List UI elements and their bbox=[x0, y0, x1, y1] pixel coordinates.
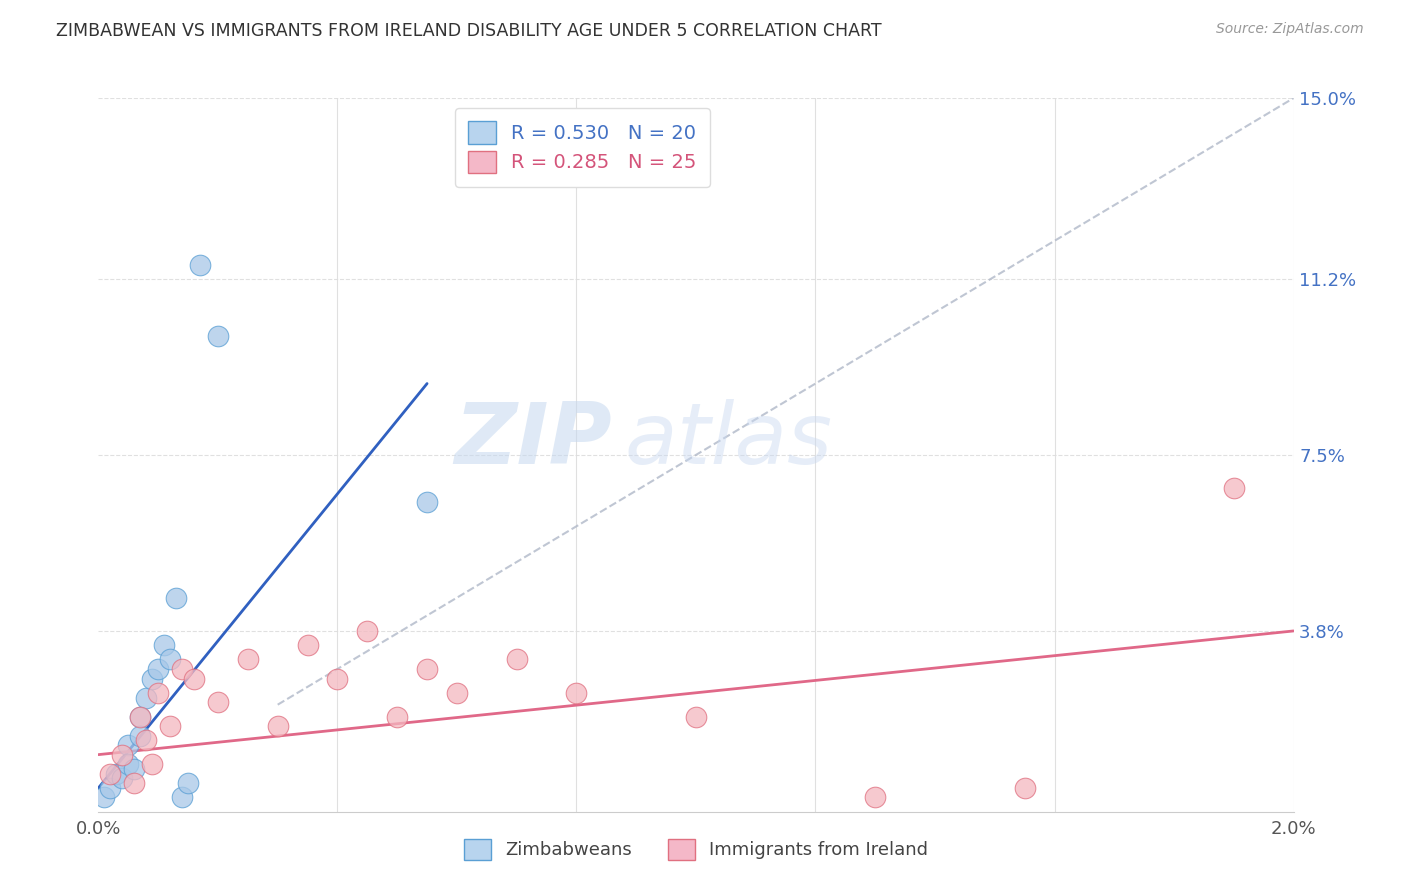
Point bbox=[159, 652, 181, 666]
Point bbox=[1222, 481, 1246, 495]
Text: ZIMBABWEAN VS IMMIGRANTS FROM IRELAND DISABILITY AGE UNDER 5 CORRELATION CHART: ZIMBABWEAN VS IMMIGRANTS FROM IRELAND DI… bbox=[56, 22, 882, 40]
Point bbox=[565, 686, 588, 700]
Point bbox=[177, 776, 200, 790]
Point bbox=[98, 780, 122, 795]
Point bbox=[207, 329, 229, 343]
Text: ZIP: ZIP bbox=[454, 399, 613, 483]
Text: atlas: atlas bbox=[624, 399, 832, 483]
Point bbox=[153, 638, 176, 652]
Legend: Zimbabweans, Immigrants from Ireland: Zimbabweans, Immigrants from Ireland bbox=[449, 824, 943, 874]
Point bbox=[129, 729, 152, 743]
Point bbox=[159, 719, 181, 733]
Point bbox=[98, 766, 122, 780]
Point bbox=[446, 686, 468, 700]
Point bbox=[111, 772, 134, 786]
Text: Source: ZipAtlas.com: Source: ZipAtlas.com bbox=[1216, 22, 1364, 37]
Point bbox=[129, 709, 152, 723]
Point bbox=[172, 790, 194, 805]
Point bbox=[326, 672, 349, 686]
Point bbox=[124, 762, 146, 776]
Point bbox=[172, 662, 194, 676]
Point bbox=[297, 638, 319, 652]
Point bbox=[1014, 780, 1036, 795]
Point bbox=[124, 776, 146, 790]
Point bbox=[685, 709, 707, 723]
Point bbox=[148, 686, 170, 700]
Point bbox=[416, 495, 439, 509]
Point bbox=[117, 757, 139, 772]
Point bbox=[863, 790, 887, 805]
Point bbox=[148, 662, 170, 676]
Point bbox=[135, 733, 157, 747]
Point bbox=[117, 738, 139, 752]
Point bbox=[385, 709, 409, 723]
Point bbox=[506, 652, 529, 666]
Point bbox=[236, 652, 259, 666]
Point bbox=[165, 591, 187, 605]
Point bbox=[129, 709, 152, 723]
Point bbox=[93, 790, 115, 805]
Point bbox=[416, 662, 439, 676]
Point bbox=[141, 757, 163, 772]
Point bbox=[183, 672, 205, 686]
Point bbox=[267, 719, 290, 733]
Point bbox=[111, 747, 134, 762]
Point bbox=[141, 672, 163, 686]
Point bbox=[356, 624, 378, 638]
Point bbox=[207, 695, 229, 709]
Point bbox=[105, 766, 128, 780]
Point bbox=[188, 258, 211, 272]
Point bbox=[135, 690, 157, 705]
